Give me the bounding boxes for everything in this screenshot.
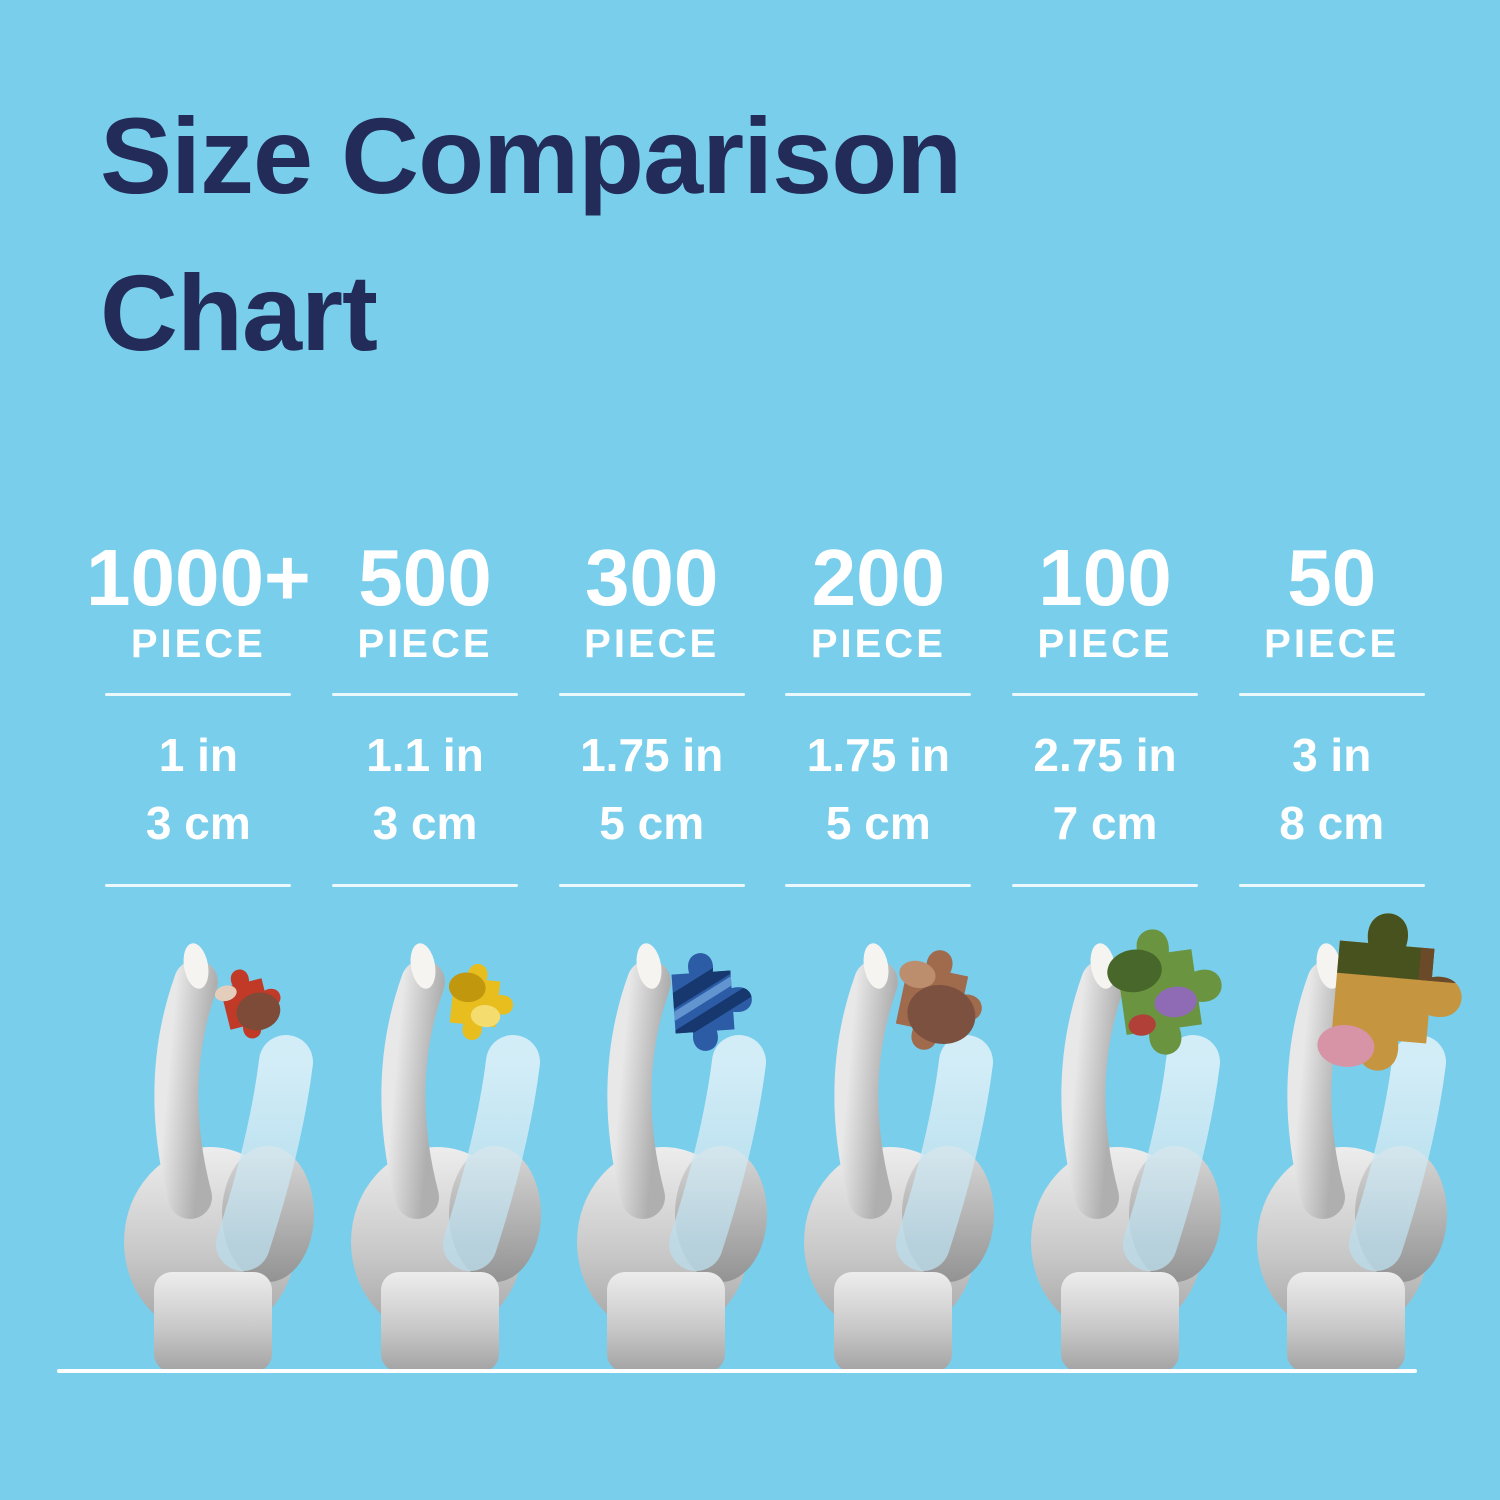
page-title: Size Comparison Chart <box>100 95 962 373</box>
divider-line <box>1238 693 1425 696</box>
puzzle-piece-icon <box>448 961 517 1044</box>
hand-photo-100 <box>1031 920 1231 1372</box>
piece-count: 100 <box>1038 533 1172 622</box>
size-cm: 3 cm <box>145 797 251 849</box>
piece-count: 300 <box>584 533 719 622</box>
wrist <box>834 1272 952 1372</box>
puzzle-piece-icon <box>214 961 289 1044</box>
size-columns: 1000+ PIECE 1 in 3 cm 500 PIECE 1.1 in 3… <box>85 533 1445 887</box>
thumb <box>669 1035 766 1271</box>
size-column-100: 100 PIECE 2.75 in 7 cm <box>992 533 1219 887</box>
piece-count: 200 <box>811 533 946 622</box>
size-column-200: 200 PIECE 1.75 in 5 cm <box>765 533 992 887</box>
piece-label: PIECE <box>1037 622 1173 666</box>
wrist <box>381 1272 499 1372</box>
divider-line <box>558 884 745 887</box>
size-column-500: 500 PIECE 1.1 in 3 cm <box>312 533 539 887</box>
divider-line <box>332 884 518 887</box>
puzzle-piece-icon <box>891 944 993 1061</box>
thumb <box>896 1035 993 1271</box>
size-inches: 1.1 in <box>366 729 484 781</box>
index-finger <box>154 960 218 1219</box>
divider-line <box>1238 884 1425 887</box>
piece-count: 500 <box>358 533 492 622</box>
thumb <box>216 1035 313 1271</box>
hand-photo-1000 <box>124 943 314 1372</box>
hand-photo-500 <box>351 943 541 1372</box>
piece-label: PIECE <box>584 622 720 666</box>
thumb <box>1349 1035 1446 1271</box>
size-cm: 3 cm <box>372 797 478 849</box>
wrist <box>607 1272 725 1372</box>
fingernail <box>183 943 209 989</box>
divider-line <box>785 693 972 696</box>
size-column-50: 50 PIECE 3 in 8 cm <box>1218 533 1445 887</box>
piece-label: PIECE <box>810 622 946 666</box>
wrist <box>1061 1272 1179 1372</box>
divider-line <box>332 693 518 696</box>
size-inches: 3 in <box>1292 729 1372 781</box>
piece-label: PIECE <box>357 622 493 666</box>
piece-label: PIECE <box>1264 622 1400 666</box>
size-inches: 1 in <box>158 729 238 781</box>
hand-photo-200 <box>804 943 994 1372</box>
index-finger <box>834 960 898 1219</box>
fingernail <box>410 943 436 989</box>
divider-line <box>1012 693 1199 696</box>
divider-line <box>1012 884 1199 887</box>
size-cm: 7 cm <box>1052 797 1158 849</box>
hand-photo-50 <box>1257 909 1469 1372</box>
hand-photo-300 <box>577 943 767 1372</box>
divider-line <box>558 693 745 696</box>
size-column-300: 300 PIECE 1.75 in 5 cm <box>538 533 765 887</box>
divider-line <box>105 884 292 887</box>
size-cm: 5 cm <box>825 797 931 849</box>
thumb <box>443 1035 540 1271</box>
baseline-rule <box>57 1369 1417 1373</box>
divider-line <box>105 693 292 696</box>
size-column-1000: 1000+ PIECE 1 in 3 cm <box>85 533 312 887</box>
wrist <box>1287 1272 1405 1372</box>
size-inches: 2.75 in <box>1033 729 1177 781</box>
fingernail <box>636 943 662 989</box>
fingernail <box>1316 943 1342 989</box>
index-finger <box>1061 960 1125 1219</box>
puzzle-piece-icon <box>1107 920 1231 1060</box>
index-finger <box>381 960 445 1219</box>
size-cm: 8 cm <box>1279 797 1385 849</box>
index-finger <box>1287 960 1351 1219</box>
fingernail <box>863 943 889 989</box>
size-inches: 1.75 in <box>806 729 950 781</box>
index-finger <box>607 960 671 1219</box>
divider-line <box>785 884 972 887</box>
thumb <box>1123 1035 1220 1271</box>
wrist <box>154 1272 272 1372</box>
size-cm: 5 cm <box>599 797 705 849</box>
piece-count: 50 <box>1287 533 1377 622</box>
piece-label: PIECE <box>130 622 266 666</box>
piece-count: 1000+ <box>85 533 311 622</box>
size-inches: 1.75 in <box>580 729 724 781</box>
